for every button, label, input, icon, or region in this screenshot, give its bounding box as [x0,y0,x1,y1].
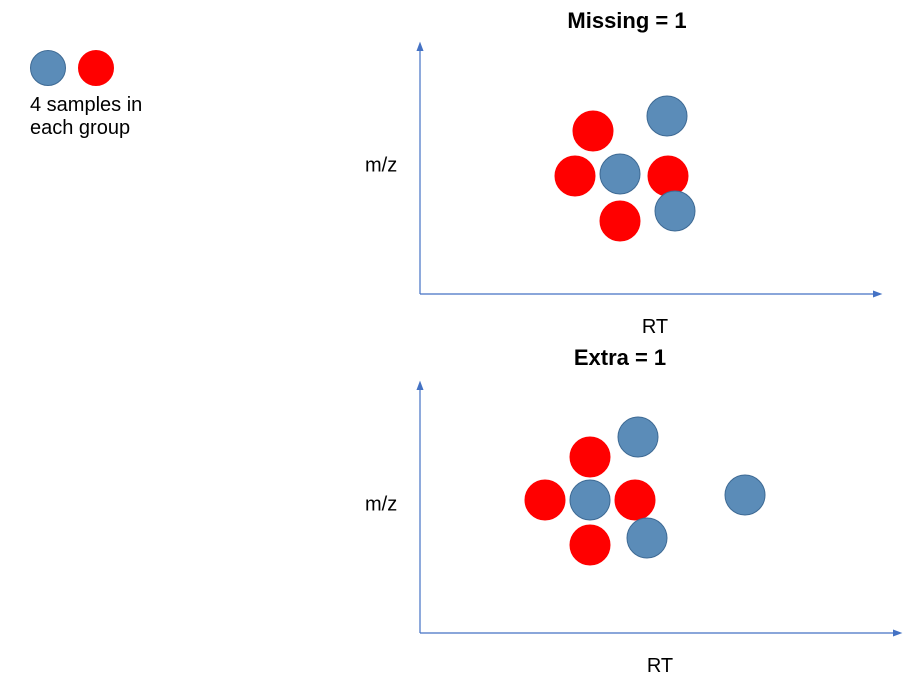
legend-dot-icon [78,50,114,86]
chart-svg-extra [410,375,905,645]
data-point-icon [600,201,640,241]
data-point-icon [655,191,695,231]
data-point-icon [618,417,658,457]
data-point-icon [555,156,595,196]
chart-title-extra: Extra = 1 [574,345,666,371]
chart-extra: m/z RT [410,375,905,645]
xlabel-missing: RT [642,316,668,339]
legend-dots [30,50,142,86]
data-point-icon [627,518,667,558]
data-point-icon [570,525,610,565]
data-point-icon [525,480,565,520]
legend: 4 samples in each group [30,50,142,140]
data-point-icon [570,437,610,477]
data-point-icon [647,96,687,136]
chart-missing: m/z RT [410,36,885,306]
chart-svg-missing [410,36,885,306]
legend-dot-icon [30,50,66,86]
data-point-icon [648,156,688,196]
data-point-icon [615,480,655,520]
chart-title-missing: Missing = 1 [567,8,686,34]
data-point-icon [725,475,765,515]
xlabel-extra: RT [647,655,673,678]
ylabel-missing: m/z [365,155,397,178]
legend-text: 4 samples in each group [30,94,142,140]
data-point-icon [600,154,640,194]
ylabel-extra: m/z [365,494,397,517]
data-point-icon [573,111,613,151]
data-point-icon [570,480,610,520]
